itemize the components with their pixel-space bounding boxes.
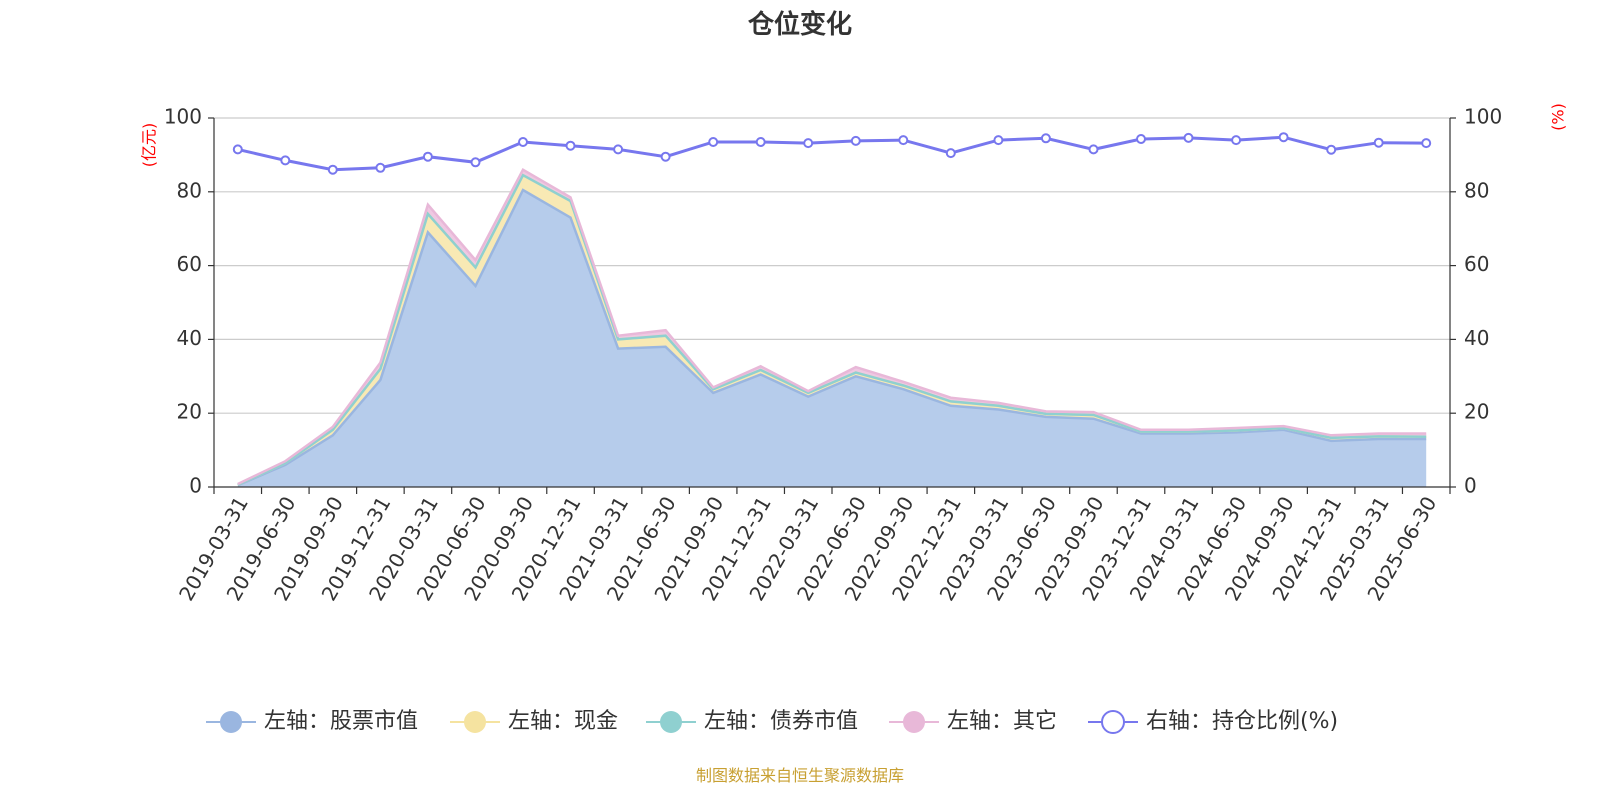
ratio-point [1326, 144, 1337, 155]
left-y-tick-label: 100 [164, 105, 202, 129]
left-y-tick-label: 60 [177, 252, 202, 276]
ratio-point [1088, 144, 1099, 155]
right-y-tick-label: 40 [1464, 326, 1489, 350]
ratio-point [1278, 132, 1289, 143]
ratio-point [898, 135, 909, 146]
legend-item: 左轴：股票市值 [206, 709, 418, 734]
ratio-line [237, 135, 1427, 172]
right-y-ticks: 0 20 40 60 80 100 [1450, 105, 1502, 498]
ratio-point [470, 157, 481, 168]
legend-item: 左轴：债券市值 [646, 709, 858, 734]
legend-label: 左轴：债券市值 [704, 709, 858, 734]
ratio-point [708, 137, 719, 147]
ratio-point [327, 164, 338, 175]
legend-item: 左轴：现金 [450, 709, 618, 734]
area-edge-左轴：股票市值 [237, 188, 1427, 487]
ratio-point [1136, 134, 1146, 144]
right-y-tick-label: 80 [1464, 178, 1489, 202]
left-axis-unit: (亿元) [140, 123, 159, 168]
legend-label: 左轴：股票市值 [264, 709, 418, 734]
right-y-tick-label: 0 [1464, 474, 1477, 498]
ratio-point [613, 144, 624, 155]
legend-marker [1101, 710, 1125, 734]
ratio-point [660, 151, 671, 162]
ratio-point [993, 135, 1004, 146]
ratio-point [1373, 137, 1384, 148]
area-左轴：股票市值 [237, 190, 1427, 487]
ratio-point [232, 144, 243, 155]
area-series [237, 167, 1427, 487]
ratio-point [1183, 132, 1194, 143]
ratio-point [850, 135, 861, 146]
legend-label: 右轴：持仓比例(%) [1146, 709, 1338, 734]
ratio-point [422, 151, 433, 162]
ratio-line-series [232, 132, 1432, 175]
legend-item: 右轴：持仓比例(%) [1088, 709, 1338, 734]
chart-title: 仓位变化 [747, 9, 852, 40]
legend-marker [903, 711, 925, 733]
ratio-point [945, 148, 956, 159]
left-y-tick-label: 80 [177, 178, 202, 202]
source-note: 制图数据来自恒生聚源数据库 [696, 766, 904, 785]
right-y-tick-label: 100 [1464, 105, 1502, 129]
legend-marker [220, 711, 242, 733]
left-y-tick-label: 0 [189, 474, 202, 498]
legend-label: 左轴：现金 [508, 709, 618, 734]
ratio-point [518, 137, 528, 147]
legend-marker [660, 711, 682, 733]
legend-marker [464, 711, 486, 733]
ratio-point [1040, 133, 1051, 144]
ratio-point [280, 155, 291, 166]
ratio-point [803, 138, 814, 149]
legend-item: 左轴：其它 [889, 709, 1057, 734]
ratio-point [755, 137, 766, 147]
area-edge-左轴：债券市值 [237, 173, 1427, 486]
right-y-tick-label: 20 [1464, 400, 1489, 424]
ratio-point [375, 162, 386, 173]
x-ticks: 2019-03-312019-06-302019-09-302019-12-31… [174, 487, 1451, 605]
right-y-tick-label: 60 [1464, 252, 1489, 276]
left-y-ticks: 0 20 40 60 80 100 [164, 105, 214, 498]
ratio-point [1231, 135, 1242, 146]
ratio-point [1421, 138, 1432, 149]
legend: 左轴：股票市值 左轴：现金 左轴：债券市值 左轴：其它 右轴：持仓比例(%) [206, 709, 1338, 734]
area-edge-左轴：其它 [237, 167, 1427, 486]
legend-label: 左轴：其它 [947, 709, 1057, 734]
left-y-tick-label: 20 [177, 400, 202, 424]
right-axis-unit: (%) [1549, 103, 1568, 131]
ratio-point [565, 140, 576, 151]
left-y-tick-label: 40 [177, 326, 202, 350]
